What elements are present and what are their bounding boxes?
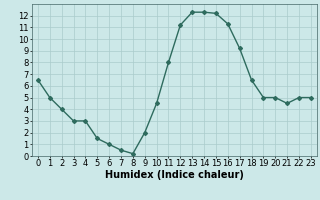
X-axis label: Humidex (Indice chaleur): Humidex (Indice chaleur) <box>105 170 244 180</box>
